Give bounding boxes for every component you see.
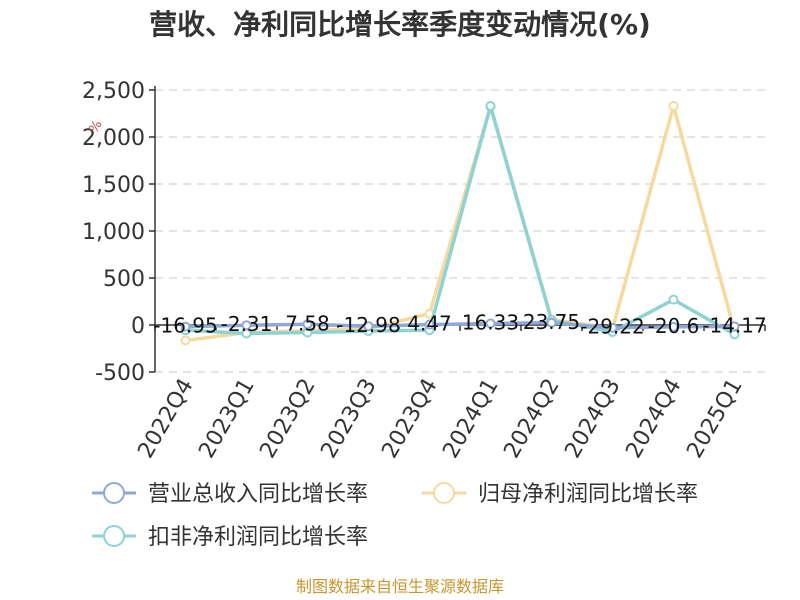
- data-point: [180, 321, 191, 332]
- legend-marker: [103, 482, 125, 504]
- chart-title: 营收、净利同比增长率季度变动情况(%): [149, 8, 651, 41]
- data-label: 4.47: [407, 312, 452, 336]
- series-line-2: [185, 104, 736, 336]
- data-label: 23.75: [523, 310, 580, 334]
- legend-item[interactable]: 营业总收入同比增长率: [92, 482, 368, 507]
- data-point: [546, 317, 557, 328]
- x-tick-label: 2023Q1: [194, 375, 259, 463]
- data-point: [485, 100, 496, 111]
- data-point: [668, 100, 679, 111]
- data-point: [180, 335, 191, 346]
- series-layer: [180, 100, 740, 346]
- data-point: [302, 319, 313, 330]
- data-point: [485, 318, 496, 329]
- x-tick-label: 2023Q2: [255, 375, 320, 463]
- x-tick-label: 2025Q1: [682, 375, 747, 463]
- y-tick-label: 1,500: [82, 173, 145, 198]
- series-line-0: [185, 321, 735, 330]
- data-point: [607, 322, 618, 333]
- data-label: -14.17: [702, 313, 766, 337]
- legend-label: 营业总收入同比增长率: [148, 482, 368, 507]
- data-label: 16.33: [462, 310, 519, 334]
- y-tick-label: 2,000: [82, 126, 145, 151]
- x-tick-label: 2023Q4: [377, 375, 442, 463]
- y-tick-label: 500: [103, 267, 145, 292]
- y-tick-label: 0: [131, 314, 145, 339]
- x-tick-label: 2024Q3: [560, 375, 625, 463]
- x-axis: 2022Q42023Q12023Q22023Q32023Q42024Q12024…: [133, 324, 766, 463]
- data-point: [241, 320, 252, 331]
- data-point: [363, 321, 374, 332]
- legend-marker: [103, 525, 125, 547]
- data-labels: -16.95 -2.31 7.58 -12.98 4.47 16.33 23.75 -29.2…: [153, 310, 766, 339]
- data-label: -2.31: [221, 312, 273, 336]
- data-point: [668, 321, 679, 332]
- x-tick-label: 2024Q4: [621, 375, 686, 463]
- legend-item[interactable]: 归母净利润同比增长率: [422, 482, 698, 507]
- legend-marker: [433, 482, 455, 504]
- x-tick-label: 2023Q3: [316, 375, 381, 463]
- data-label: -20.6: [648, 314, 700, 338]
- data-point: [424, 319, 435, 330]
- data-label: -29.22: [580, 315, 644, 339]
- legend-item[interactable]: 扣非净利润同比增长率: [92, 525, 368, 550]
- y-tick-label: 2,500: [82, 79, 145, 104]
- legend-label: 扣非净利润同比增长率: [148, 525, 368, 550]
- x-tick-label: 2024Q1: [438, 375, 503, 463]
- y-axis: 2,500 2,000 1,500 1,000 500 0 -500: [82, 79, 156, 386]
- x-tick-label: 2024Q2: [499, 375, 564, 463]
- y-tick-label: 1,000: [82, 220, 145, 245]
- data-label: -16.95: [153, 314, 217, 338]
- data-point: [668, 294, 679, 305]
- legend-label: 归母净利润同比增长率: [478, 482, 698, 507]
- x-tick-label: 2022Q4: [133, 375, 198, 463]
- y-tick-label: -500: [95, 361, 145, 386]
- data-source: 制图数据来自恒生聚源数据库: [296, 577, 504, 596]
- data-label: 7.58: [285, 311, 330, 335]
- data-point: [729, 321, 740, 332]
- data-label: -12.98: [336, 313, 400, 337]
